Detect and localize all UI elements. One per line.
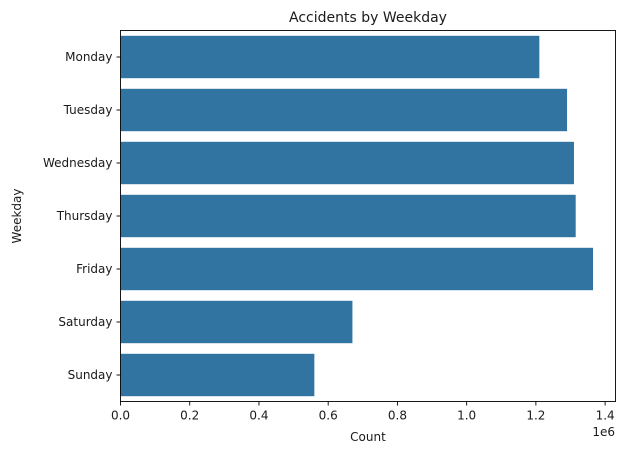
x-axis-label: Count bbox=[350, 430, 386, 444]
x-ticks-group: 0.0 0.2 0.4 0.6 0.8 1.0 1.2 1.4 bbox=[111, 401, 615, 423]
x-tick-label: 0.2 bbox=[180, 409, 199, 423]
x-tick-label: 0.4 bbox=[249, 409, 268, 423]
bar-monday bbox=[120, 35, 540, 79]
bar-tuesday bbox=[120, 88, 568, 132]
y-tick-label: Monday bbox=[65, 50, 112, 64]
y-tick-label: Sunday bbox=[68, 368, 113, 382]
y-tick-label: Friday bbox=[76, 262, 112, 276]
bar-friday bbox=[120, 247, 593, 291]
bar-sunday bbox=[120, 353, 315, 397]
y-tick-label: Wednesday bbox=[43, 156, 112, 170]
x-tick-label: 1.0 bbox=[457, 409, 476, 423]
x-tick-label: 0.8 bbox=[388, 409, 407, 423]
y-axis-label: Weekday bbox=[10, 189, 24, 244]
y-ticks-group: Monday Tuesday Wednesday Thursday Friday Satu… bbox=[43, 50, 121, 382]
x-tick-label: 0.0 bbox=[111, 409, 130, 423]
y-tick-label: Thursday bbox=[56, 209, 113, 223]
bar-thursday bbox=[120, 194, 576, 238]
plot-frame bbox=[120, 30, 616, 402]
y-tick-label: Tuesday bbox=[63, 103, 113, 117]
chart-title: Accidents by Weekday bbox=[289, 10, 447, 26]
bar-saturday bbox=[120, 300, 353, 344]
bar-wednesday bbox=[120, 141, 574, 185]
bars-group bbox=[120, 35, 593, 397]
x-offset-label: 1e6 bbox=[592, 425, 615, 439]
x-tick-label: 1.2 bbox=[526, 409, 545, 423]
x-tick-label: 1.4 bbox=[596, 409, 615, 423]
x-tick-label: 0.6 bbox=[319, 409, 338, 423]
y-tick-label: Saturday bbox=[58, 315, 112, 329]
